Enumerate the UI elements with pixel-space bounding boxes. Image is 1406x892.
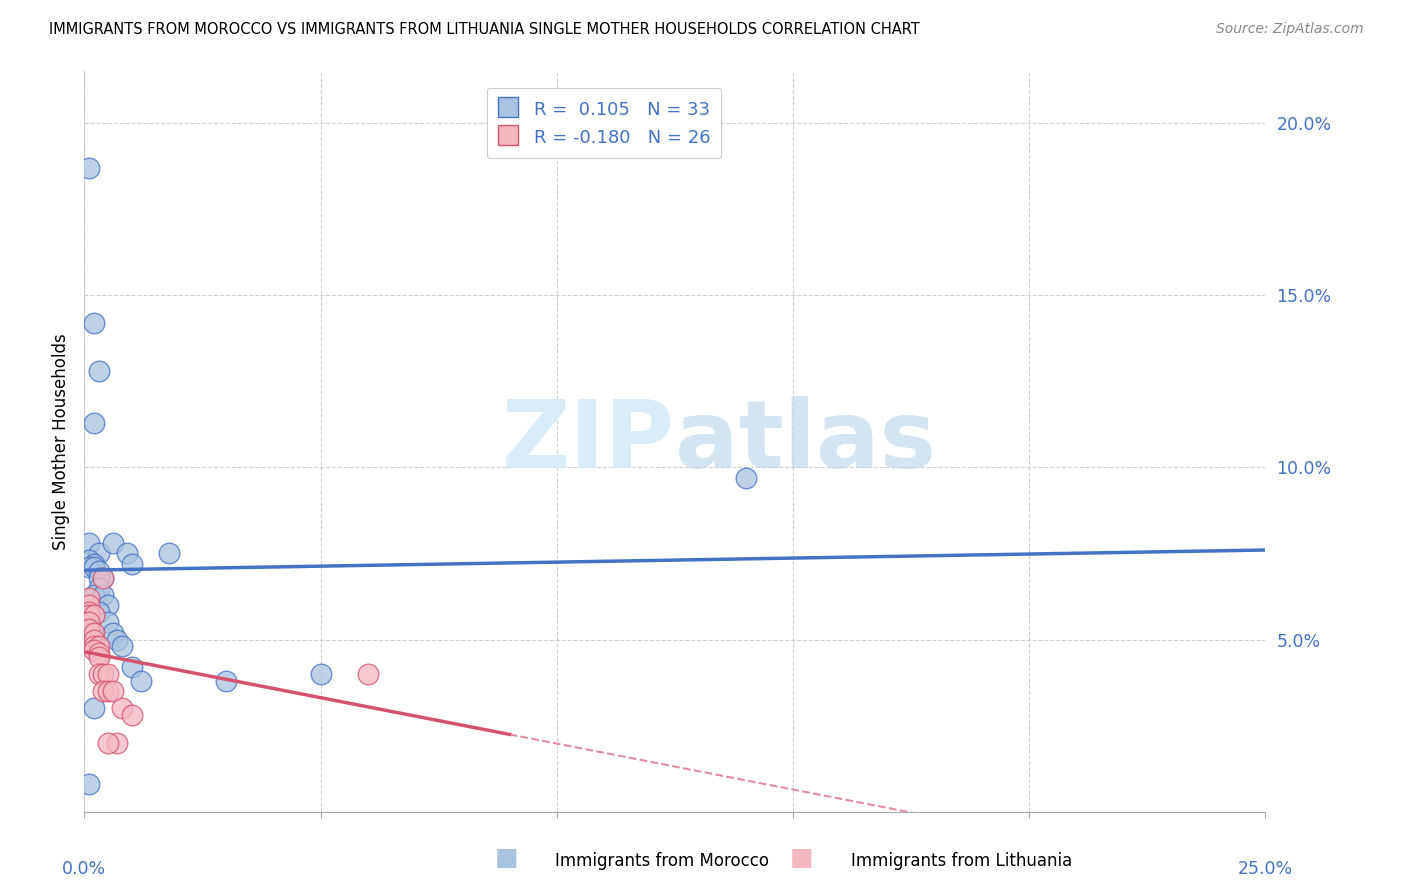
Point <box>97 684 120 698</box>
Point <box>83 316 105 330</box>
Point <box>87 546 110 560</box>
Point <box>87 667 110 681</box>
Text: 0.0%: 0.0% <box>62 860 107 878</box>
Point <box>215 673 238 688</box>
Point <box>87 364 110 378</box>
Point <box>87 581 110 595</box>
Legend: R =  0.105   N = 33, R = -0.180   N = 26: R = 0.105 N = 33, R = -0.180 N = 26 <box>486 87 721 159</box>
Point <box>111 701 134 715</box>
Point <box>77 553 100 567</box>
Point <box>107 632 129 647</box>
Point <box>91 570 114 584</box>
Point <box>83 640 105 654</box>
Point <box>83 701 105 715</box>
Text: ■: ■ <box>790 846 813 870</box>
Point <box>83 625 105 640</box>
Point <box>157 546 180 560</box>
Text: IMMIGRANTS FROM MOROCCO VS IMMIGRANTS FROM LITHUANIA SINGLE MOTHER HOUSEHOLDS CO: IMMIGRANTS FROM MOROCCO VS IMMIGRANTS FR… <box>49 22 920 37</box>
Point <box>77 161 100 175</box>
Point <box>87 649 110 664</box>
Point <box>97 598 120 612</box>
Point <box>101 684 124 698</box>
Text: ■: ■ <box>495 846 517 870</box>
Point <box>357 667 380 681</box>
Point <box>121 557 143 571</box>
Point <box>121 660 143 674</box>
Point <box>77 615 100 630</box>
Point <box>83 608 105 623</box>
Point <box>77 605 100 619</box>
Point <box>91 667 114 681</box>
Text: atlas: atlas <box>675 395 936 488</box>
Point <box>77 591 100 606</box>
Point <box>97 615 120 630</box>
Point <box>91 570 114 584</box>
Point <box>309 667 332 681</box>
Point <box>101 625 124 640</box>
Point <box>87 570 110 584</box>
Point <box>83 643 105 657</box>
Point <box>97 667 120 681</box>
Point <box>87 646 110 660</box>
Point <box>83 588 105 602</box>
Point <box>77 536 100 550</box>
Point <box>91 684 114 698</box>
Text: 25.0%: 25.0% <box>1237 860 1294 878</box>
Point <box>101 536 124 550</box>
Point <box>83 560 105 574</box>
Point <box>83 416 105 430</box>
Point <box>87 640 110 654</box>
Point <box>734 471 756 485</box>
Text: Source: ZipAtlas.com: Source: ZipAtlas.com <box>1216 22 1364 37</box>
Point <box>121 708 143 723</box>
Point <box>83 632 105 647</box>
Point <box>77 622 100 636</box>
Point <box>87 605 110 619</box>
Point <box>83 557 105 571</box>
Point <box>97 736 120 750</box>
Point <box>77 598 100 612</box>
Point <box>77 777 100 791</box>
Point <box>129 673 152 688</box>
Y-axis label: Single Mother Households: Single Mother Households <box>52 334 70 549</box>
Point <box>77 560 100 574</box>
Point <box>87 564 110 578</box>
Point <box>77 608 100 623</box>
Point <box>115 546 138 560</box>
Point <box>111 640 134 654</box>
Text: Immigrants from Lithuania: Immigrants from Lithuania <box>851 852 1071 870</box>
Text: Immigrants from Morocco: Immigrants from Morocco <box>555 852 769 870</box>
Point <box>91 588 114 602</box>
Point <box>107 736 129 750</box>
Text: ZIP: ZIP <box>502 395 675 488</box>
